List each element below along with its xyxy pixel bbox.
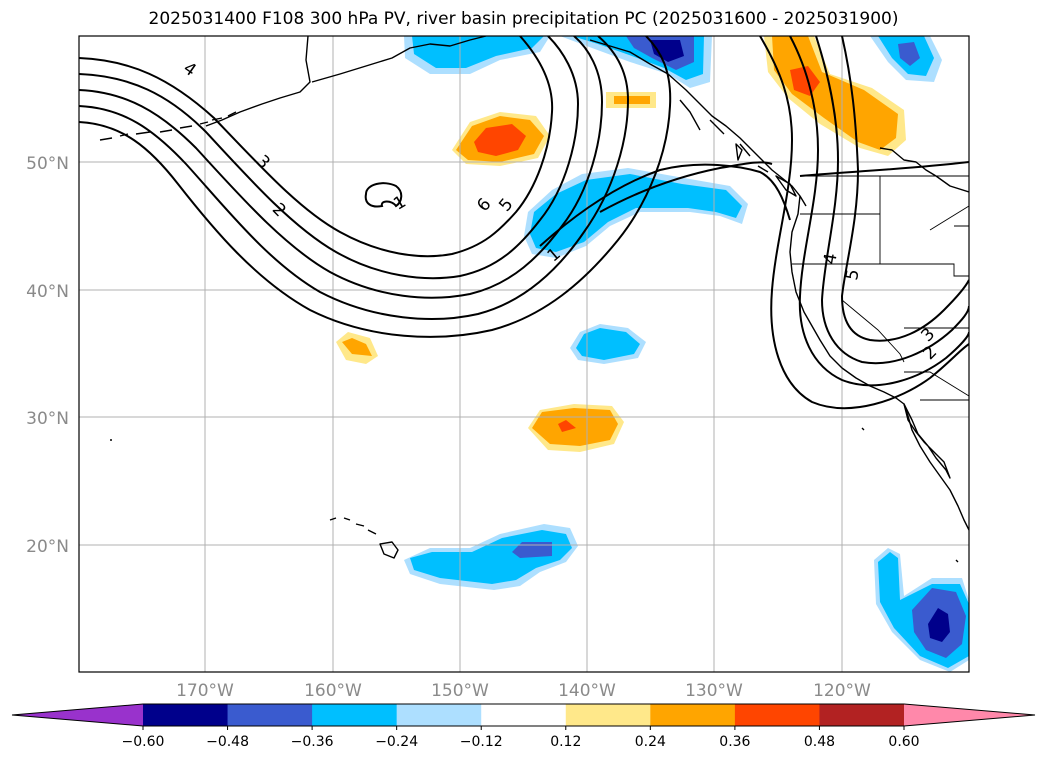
pv-contour-label: 4 (179, 58, 199, 81)
colorbar: −0.60 −0.48 −0.36 −0.24 −0.12 0.12 0.24 0.36 0.4… (11, 703, 1036, 750)
positive-anomaly-patch (558, 420, 576, 432)
positive-anomaly-patch (342, 338, 372, 356)
pv-contour-label: 2 (919, 342, 941, 364)
lon-label: 170°W (176, 681, 234, 701)
political-borders (792, 175, 969, 401)
negative-anomaly-patch (898, 42, 920, 66)
lat-label: 30°N (26, 409, 69, 429)
map-title: 2025031400 F108 300 hPa PV, river basin … (148, 9, 899, 29)
colorbar-tick-label: 0.48 (804, 734, 835, 750)
positive-anomaly-patch (474, 124, 526, 156)
colorbar-swatch (565, 704, 651, 726)
colorbar-tick-label: 0.36 (719, 734, 750, 750)
colorbar-extend-high (904, 704, 1035, 726)
lon-label: 140°W (558, 681, 616, 701)
negative-anomaly-patch (412, 36, 544, 68)
positive-anomaly-patch (614, 96, 650, 104)
pv-contour-label: 5 (495, 195, 517, 216)
longitude-labels: 170°W 160°W 150°W 140°W 130°W 120°W (176, 681, 871, 701)
colorbar-tick-label: −0.24 (375, 734, 418, 750)
lon-label: 150°W (431, 681, 489, 701)
pv-contours (79, 36, 969, 410)
lat-label: 40°N (26, 282, 69, 302)
pv-contour-label: 4 (820, 252, 842, 266)
pv-contour-label: 1 (390, 192, 409, 215)
latitude-labels: 50°N 40°N 30°N 20°N (26, 154, 69, 557)
lon-label: 160°W (304, 681, 362, 701)
positive-anomaly-patch (790, 66, 820, 96)
pv-contour-label: 5 (842, 268, 864, 282)
negative-anomaly-patch (928, 608, 950, 642)
graticule (79, 36, 969, 672)
colorbar-swatch (312, 704, 398, 726)
colorbar-swatch (650, 704, 736, 726)
colorbar-swatch (734, 704, 820, 726)
map-plot-area: 4 3 2 6 5 1 1 4 5 3 2 (79, 36, 969, 672)
colorbar-tick-label: 0.12 (550, 734, 581, 750)
negative-anomaly-patch (512, 542, 552, 558)
precip-shading (336, 36, 969, 672)
colorbar-tick-label: −0.48 (206, 734, 249, 750)
negative-anomaly-patch (410, 530, 572, 584)
colorbar-swatch (396, 704, 482, 726)
colorbar-tick-label: −0.60 (122, 734, 165, 750)
colorbar-tick-label: 0.24 (635, 734, 666, 750)
colorbar-swatch (819, 704, 905, 726)
lon-label: 120°W (813, 681, 871, 701)
map-frame (78, 35, 970, 673)
lon-label: 130°W (685, 681, 743, 701)
negative-anomaly-patch (576, 328, 640, 360)
colorbar-tick-label: −0.12 (460, 734, 503, 750)
colorbar-swatch (227, 704, 313, 726)
colorbar-extend-low (12, 704, 143, 726)
lat-label: 50°N (26, 154, 69, 174)
pv-contour-label: 6 (473, 195, 495, 216)
colorbar-swatch (143, 704, 229, 726)
pv-contour-label: 3 (252, 151, 274, 173)
colorbar-swatch (481, 704, 567, 726)
negative-anomaly-patch (650, 40, 684, 62)
lat-label: 20°N (26, 537, 69, 557)
colorbar-tick-label: −0.36 (291, 734, 334, 750)
pv-contour-label: 2 (268, 199, 290, 221)
colorbar-tick-label: 0.60 (888, 734, 919, 750)
